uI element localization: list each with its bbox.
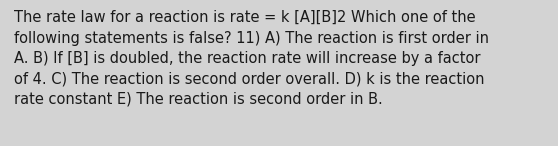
Text: The rate law for a reaction is rate = k [A][B]2 Which one of the
following state: The rate law for a reaction is rate = k … (14, 10, 489, 107)
